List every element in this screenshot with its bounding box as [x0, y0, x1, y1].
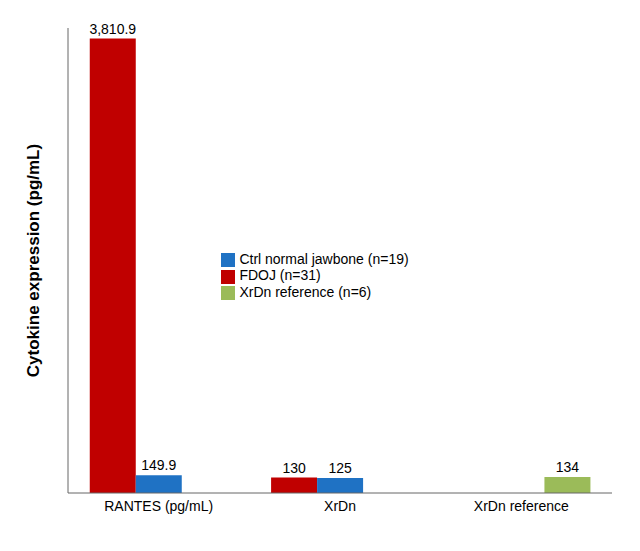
svg-text:RANTES (pg/mL): RANTES (pg/mL) — [104, 498, 213, 514]
svg-text:134: 134 — [556, 459, 580, 475]
svg-text:XrDn: XrDn — [324, 498, 356, 514]
svg-text:149.9: 149.9 — [141, 457, 176, 473]
html-text:XrDn reference (n=6): XrDn reference (n=6) — [239, 283, 372, 300]
svg-text:125: 125 — [328, 460, 352, 476]
svg-text:130: 130 — [282, 460, 306, 476]
html-text:Ctrl normal jawbone (n=19): Ctrl normal jawbone (n=19) — [239, 251, 409, 267]
svg-text:Cytokine expression (pg/mL): Cytokine expression (pg/mL) — [24, 144, 43, 377]
html-text:FDOJ (n=31): FDOJ (n=31) — [239, 267, 321, 284]
svg-text:XrDn reference: XrDn reference — [474, 498, 569, 514]
svg-text:3,810.9: 3,810.9 — [89, 21, 136, 37]
